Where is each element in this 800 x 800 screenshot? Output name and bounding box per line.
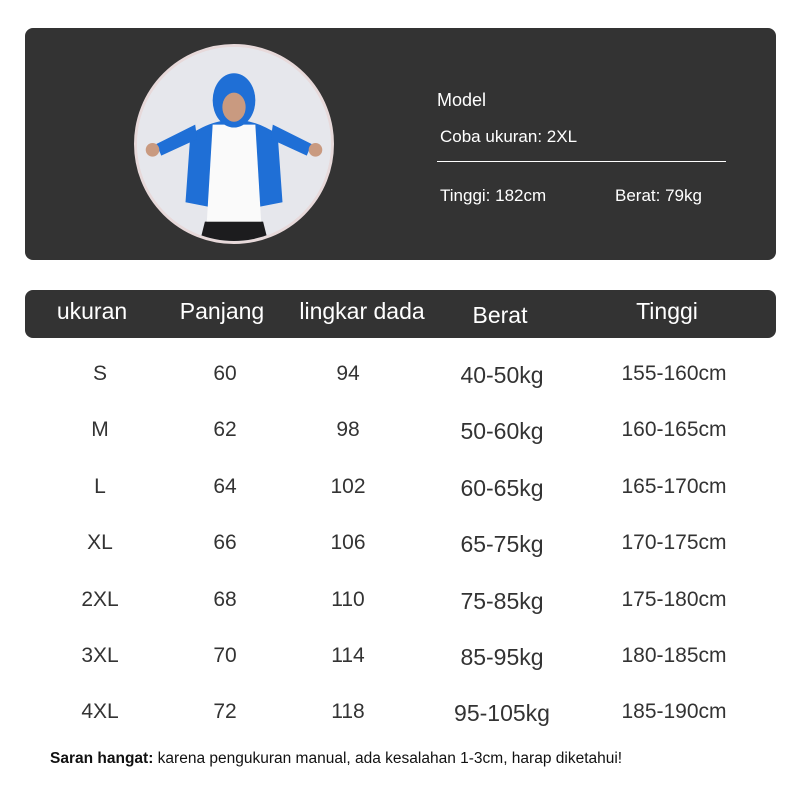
cell-chest: 114: [331, 644, 365, 667]
cell-weight: 60-65kg: [460, 475, 544, 501]
cell-height: 170-175cm: [621, 531, 727, 554]
cell-weight: 40-50kg: [460, 362, 544, 388]
cell-length: 64: [213, 475, 237, 498]
cell-size: 4XL: [81, 700, 119, 723]
cell-size: 3XL: [81, 644, 119, 667]
table-row: 4XL 72 118 95-105kg 185-190cm: [0, 700, 800, 740]
note-text: karena pengukuran manual, ada kesalahan …: [153, 750, 623, 767]
cell-height: 165-170cm: [621, 475, 727, 498]
cell-length: 66: [213, 531, 237, 554]
cell-chest: 98: [336, 418, 360, 441]
header-weight: Berat: [472, 302, 528, 328]
model-height: Tinggi: 182cm: [440, 186, 547, 205]
cell-chest: 106: [330, 531, 366, 554]
header-height: Tinggi: [636, 298, 698, 324]
cell-height: 180-185cm: [621, 644, 727, 667]
header-size: ukuran: [56, 298, 128, 324]
model-photo: [134, 44, 334, 244]
note-label: Saran hangat:: [50, 750, 154, 767]
cell-height: 160-165cm: [621, 418, 727, 441]
table-row: XL 66 106 65-75kg 170-175cm: [0, 531, 800, 571]
cell-chest: 110: [331, 588, 365, 611]
table-row: S 60 94 40-50kg 155-160cm: [0, 362, 800, 402]
table-row: L 64 102 60-65kg 165-170cm: [0, 475, 800, 515]
cell-height: 155-160cm: [621, 362, 727, 385]
header-length: Panjang: [179, 298, 265, 324]
header-chest: lingkar dada: [299, 298, 425, 324]
cell-size: 2XL: [81, 588, 119, 611]
cell-height: 175-180cm: [621, 588, 727, 611]
cell-weight: 75-85kg: [460, 588, 544, 614]
cell-size: S: [92, 362, 108, 385]
cell-length: 60: [213, 362, 237, 385]
cell-weight: 50-60kg: [460, 418, 544, 444]
cell-chest: 118: [331, 700, 365, 723]
cell-length: 68: [213, 588, 237, 611]
cell-weight: 65-75kg: [460, 531, 544, 557]
cell-chest: 94: [336, 362, 360, 385]
measurement-note: Saran hangat: karena pengukuran manual, …: [50, 750, 622, 768]
divider: [437, 161, 726, 162]
model-weight: Berat: 79kg: [615, 186, 702, 205]
cell-size: XL: [87, 531, 113, 554]
table-row: M 62 98 50-60kg 160-165cm: [0, 418, 800, 458]
cell-weight: 85-95kg: [460, 644, 544, 670]
cell-length: 62: [213, 418, 237, 441]
size-table-header: ukuran Panjang lingkar dada Berat Tinggi: [25, 290, 776, 338]
cell-size: M: [91, 418, 109, 441]
model-try-size: Coba ukuran: 2XL: [440, 127, 578, 146]
cell-size: L: [94, 475, 106, 498]
table-row: 3XL 70 114 85-95kg 180-185cm: [0, 644, 800, 684]
cell-chest: 102: [330, 475, 366, 498]
cell-weight: 95-105kg: [454, 700, 550, 726]
cell-length: 72: [213, 700, 237, 723]
cell-length: 70: [213, 644, 237, 667]
model-title: Model: [437, 90, 487, 110]
model-wearing-hoodie-image: [137, 47, 331, 241]
table-row: 2XL 68 110 75-85kg 175-180cm: [0, 588, 800, 628]
cell-height: 185-190cm: [621, 700, 727, 723]
